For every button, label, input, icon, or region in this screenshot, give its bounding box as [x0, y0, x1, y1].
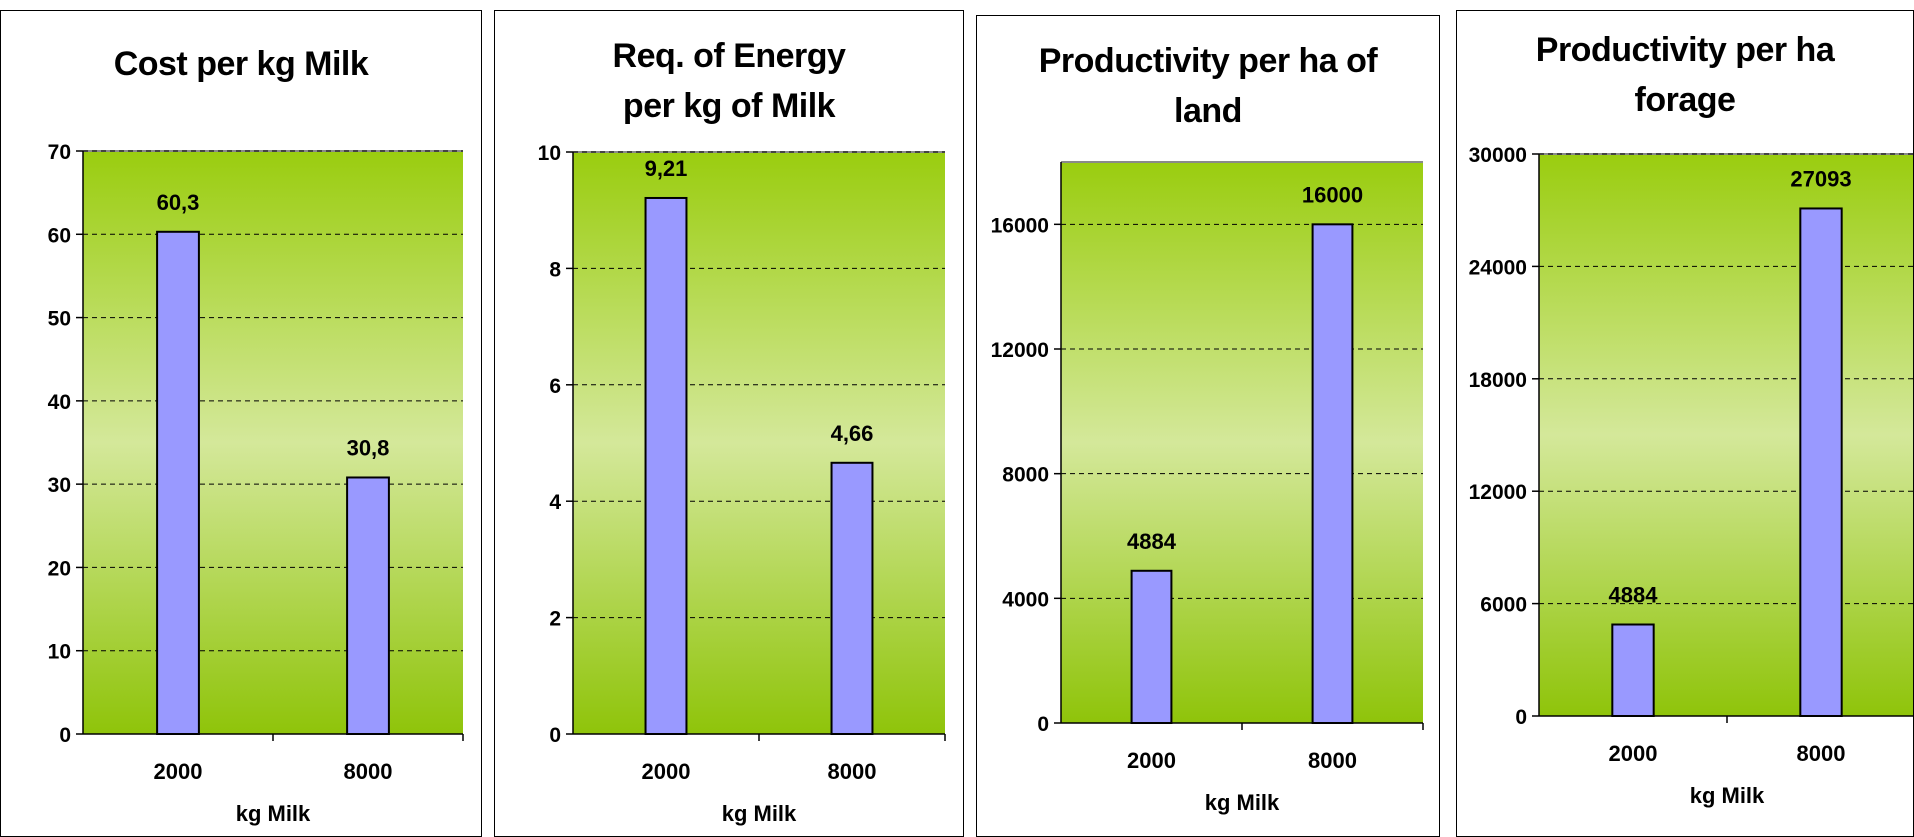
bar: [156, 230, 200, 735]
chart-svg: 0 2 4 6 8 10 9,21 2000 4,66 8000 kg Milk: [538, 142, 946, 826]
y-tick-label: 0: [549, 724, 561, 747]
chart-title: Productivity per ha forage: [1535, 31, 1835, 119]
y-tick-label: 40: [48, 391, 71, 414]
bar: [1130, 569, 1173, 724]
plot-area: [83, 151, 463, 734]
y-tick-label: 12000: [991, 339, 1049, 362]
y-tick-label: 4000: [1002, 588, 1049, 611]
bar: [1611, 623, 1655, 718]
y-tick-label: 0: [59, 724, 71, 747]
y-tick-label: 30: [48, 474, 71, 497]
x-axis-label: kg Milk: [1205, 790, 1280, 815]
y-tick-label: 4: [549, 491, 561, 514]
plot-area: [1539, 154, 1913, 716]
y-tick-label: 16000: [991, 214, 1049, 237]
y-tick-label: 2: [549, 608, 561, 631]
chart-svg: 0 6000 12000 18000 24000 30000 4884 2000 27093 80…: [1469, 144, 1913, 808]
x-axis-label: kg Milk: [1690, 783, 1765, 808]
y-tick-label: 6000: [1480, 594, 1527, 617]
y-tick-label: 10: [48, 641, 71, 664]
chart-panel-cost: Cost per kg Milk 0 10 20 30 40 50 60 70 60,3 2000…: [0, 10, 482, 837]
data-label: 4884: [1127, 529, 1177, 554]
y-tick-label: 20: [48, 557, 71, 580]
bar: [644, 196, 688, 735]
x-tick-label: 2000: [642, 759, 691, 784]
y-tick-label: 70: [48, 141, 71, 164]
y-tick-label: 8: [549, 258, 561, 281]
x-tick-label: 8000: [344, 759, 393, 784]
data-label: 4,66: [831, 421, 874, 446]
y-tick-label: 60: [48, 224, 71, 247]
chart-panel-land: Productivity per ha of land 0 4000 8000 120…: [976, 15, 1440, 837]
chart-svg: 0 10 20 30 40 50 60 70 60,3 2000 30,8 8000 kg Milk: [48, 141, 464, 826]
bar: [346, 476, 390, 735]
plot-area: [1061, 162, 1423, 723]
data-label: 16000: [1302, 182, 1363, 207]
x-tick-label: 2000: [1127, 748, 1176, 773]
bar: [1311, 223, 1354, 724]
data-label: 30,8: [347, 435, 390, 460]
y-tick-label: 30000: [1469, 144, 1527, 167]
data-label: 4884: [1609, 583, 1659, 608]
y-tick-label: 10: [538, 142, 561, 165]
chart-title: Productivity per ha of land: [1038, 42, 1378, 130]
plot-area: [573, 152, 945, 734]
y-tick-label: 0: [1037, 713, 1049, 736]
y-tick-label: 12000: [1469, 481, 1527, 504]
y-tick-label: 18000: [1469, 369, 1527, 392]
chart-svg: 0 4000 8000 12000 16000 4884 2000 16000 8000 kg M…: [991, 161, 1424, 815]
y-tick-label: 6: [549, 375, 561, 398]
x-axis-label: kg Milk: [236, 801, 311, 826]
x-axis-label: kg Milk: [722, 801, 797, 826]
chart-panel-forage: Productivity per ha forage 0 6000 12000 180…: [1456, 10, 1914, 837]
x-tick-label: 8000: [1797, 741, 1846, 766]
y-tick-label: 0: [1515, 706, 1527, 729]
chart-title: Cost per kg Milk: [113, 45, 369, 83]
x-tick-label: 2000: [1609, 741, 1658, 766]
y-tick-label: 50: [48, 308, 71, 331]
x-tick-label: 8000: [828, 759, 877, 784]
y-tick-label: 24000: [1469, 256, 1527, 279]
y-tick-label: 8000: [1002, 464, 1049, 487]
data-label: 60,3: [157, 190, 200, 215]
data-label: 27093: [1790, 166, 1851, 191]
data-label: 9,21: [645, 156, 688, 181]
chart-title: Req. of Energy per kg of Milk: [612, 37, 846, 125]
bar: [830, 461, 874, 735]
chart-panel-energy: Req. of Energy per kg of Milk 0 2 4 6 8 10 9,2…: [494, 10, 964, 837]
x-tick-label: 2000: [154, 759, 203, 784]
x-tick-label: 8000: [1308, 748, 1357, 773]
bar: [1799, 207, 1843, 717]
